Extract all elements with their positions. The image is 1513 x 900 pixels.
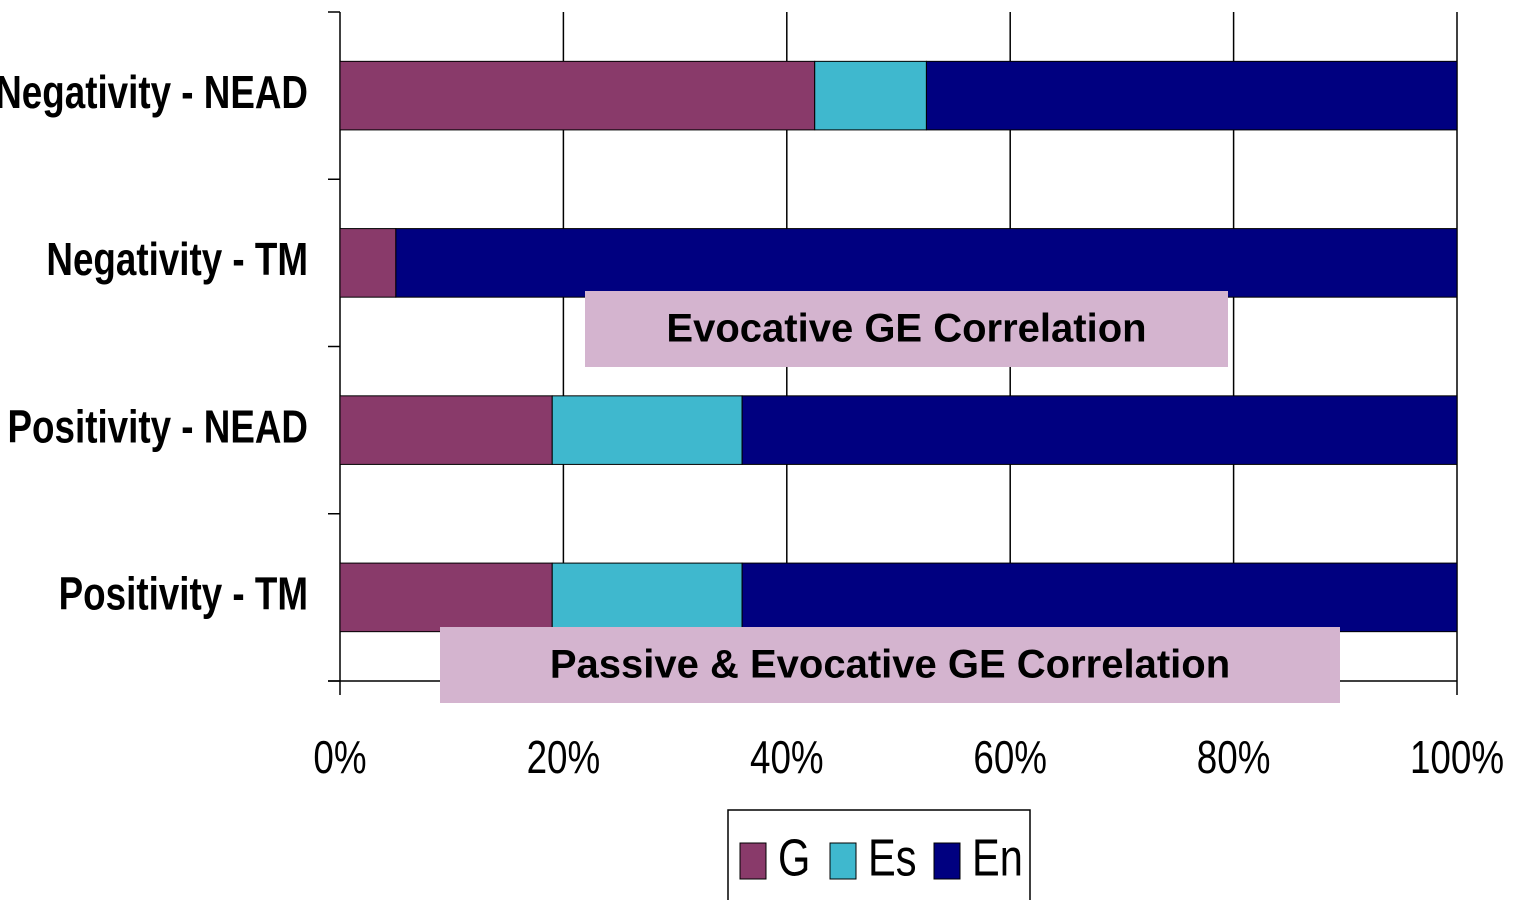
- legend-label: Es: [868, 828, 917, 887]
- y-tick-label: Negativity - TM: [46, 233, 308, 285]
- bar-segment: [741, 395, 1458, 465]
- legend-swatch: [739, 842, 767, 880]
- legend-label: En: [972, 828, 1023, 887]
- legend-swatch: [829, 842, 857, 880]
- y-tick-label: Positivity - NEAD: [8, 400, 308, 452]
- bar-segment: [339, 562, 553, 633]
- bar-segment: [395, 228, 1458, 298]
- bar-segment: [741, 562, 1458, 633]
- x-tick-label: 0%: [313, 731, 366, 783]
- annotation: Evocative GE Correlation: [666, 307, 1146, 351]
- bar-segment: [814, 60, 927, 131]
- bar-segment: [551, 562, 743, 633]
- annotation-box: [585, 291, 1228, 367]
- bar-segment: [925, 60, 1458, 131]
- bar-segment: [551, 395, 743, 465]
- x-tick-label: 60%: [973, 731, 1047, 783]
- annotation-box: [440, 627, 1340, 703]
- bar-segment: [339, 60, 816, 131]
- bar-segment: [339, 395, 553, 465]
- legend-label: G: [778, 828, 810, 887]
- y-tick-label: Positivity - TM: [59, 568, 308, 620]
- bar-segment: [339, 228, 397, 298]
- legend-box: [727, 809, 1031, 900]
- x-tick-label: 20%: [527, 731, 601, 783]
- x-tick-label: 80%: [1197, 731, 1271, 783]
- legend-swatch: [933, 842, 961, 880]
- y-tick-label: Negativity - NEAD: [0, 66, 308, 118]
- x-tick-label: 100%: [1410, 731, 1504, 783]
- annotation: Passive & Evocative GE Correlation: [550, 643, 1230, 687]
- x-tick-label: 40%: [750, 731, 824, 783]
